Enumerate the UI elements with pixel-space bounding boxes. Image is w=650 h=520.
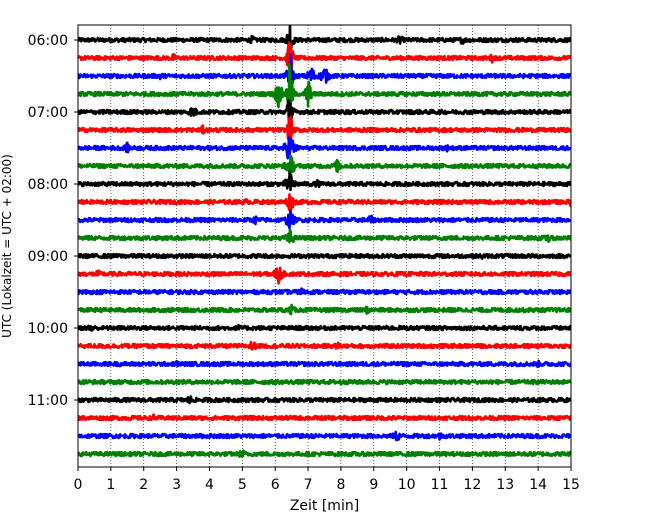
trace-1000 — [78, 323, 571, 332]
trace-0615 — [78, 41, 571, 73]
x-tick-label: 8 — [336, 477, 345, 493]
trace-0745 — [78, 154, 571, 180]
trace-1100 — [78, 395, 571, 405]
x-tick-label: 1 — [106, 477, 115, 493]
x-tick-label: 9 — [369, 477, 378, 493]
trace-0915 — [78, 266, 571, 285]
plot-frame — [77, 24, 572, 468]
trace-1130 — [78, 430, 571, 442]
trace-0930 — [78, 287, 571, 296]
plot-background — [78, 25, 571, 467]
x-tick-label: 5 — [238, 477, 247, 493]
trace-0600 — [78, 25, 571, 65]
trace-0630 — [78, 53, 571, 96]
trace-0900 — [78, 252, 571, 260]
trace-0830 — [78, 209, 571, 230]
x-tick-label: 7 — [304, 477, 313, 493]
trace-0800 — [78, 170, 571, 192]
trace-0715 — [78, 115, 571, 144]
trace-0945 — [78, 303, 571, 316]
x-tick-label: 14 — [529, 477, 547, 493]
x-axis-ticks: 0 1 2 3 4 5 6 7 8 9 10 11 12 13 14 15 — [74, 467, 580, 493]
x-tick-label: 11 — [431, 477, 449, 493]
trace-1145 — [78, 449, 571, 458]
y-tick-label: 06:00 — [28, 33, 68, 49]
y-axis-ticks: 06:00 07:00 08:00 09:00 10:00 11:00 — [28, 33, 78, 409]
y-tick-label: 11:00 — [28, 393, 68, 409]
y-tick-label: 10:00 — [28, 321, 68, 337]
trace-0845 — [78, 228, 571, 244]
x-tick-label: 15 — [562, 477, 580, 493]
y-axis-label: UTC (Lokalzeit = UTC + 02:00) — [0, 154, 14, 338]
trace-group — [78, 25, 571, 458]
x-tick-label: 6 — [271, 477, 280, 493]
x-tick-label: 13 — [496, 477, 514, 493]
x-tick-label: 4 — [205, 477, 214, 493]
trace-1045 — [78, 378, 571, 386]
x-tick-label: 3 — [172, 477, 181, 493]
trace-1030 — [78, 359, 571, 369]
trace-0730 — [78, 136, 571, 160]
trace-1115 — [78, 413, 571, 422]
x-tick-label: 12 — [463, 477, 481, 493]
x-tick-label: 2 — [139, 477, 148, 493]
y-tick-label: 07:00 — [28, 105, 68, 121]
trace-1015 — [78, 340, 571, 351]
x-tick-label: 0 — [74, 477, 83, 493]
trace-0815 — [78, 193, 571, 214]
trace-0700 — [78, 98, 571, 138]
x-axis-label: Zeit [min] — [290, 498, 359, 514]
y-tick-label: 09:00 — [28, 249, 68, 265]
x-tick-label: 10 — [398, 477, 416, 493]
y-tick-label: 08:00 — [28, 177, 68, 193]
trace-0645 — [78, 62, 571, 116]
